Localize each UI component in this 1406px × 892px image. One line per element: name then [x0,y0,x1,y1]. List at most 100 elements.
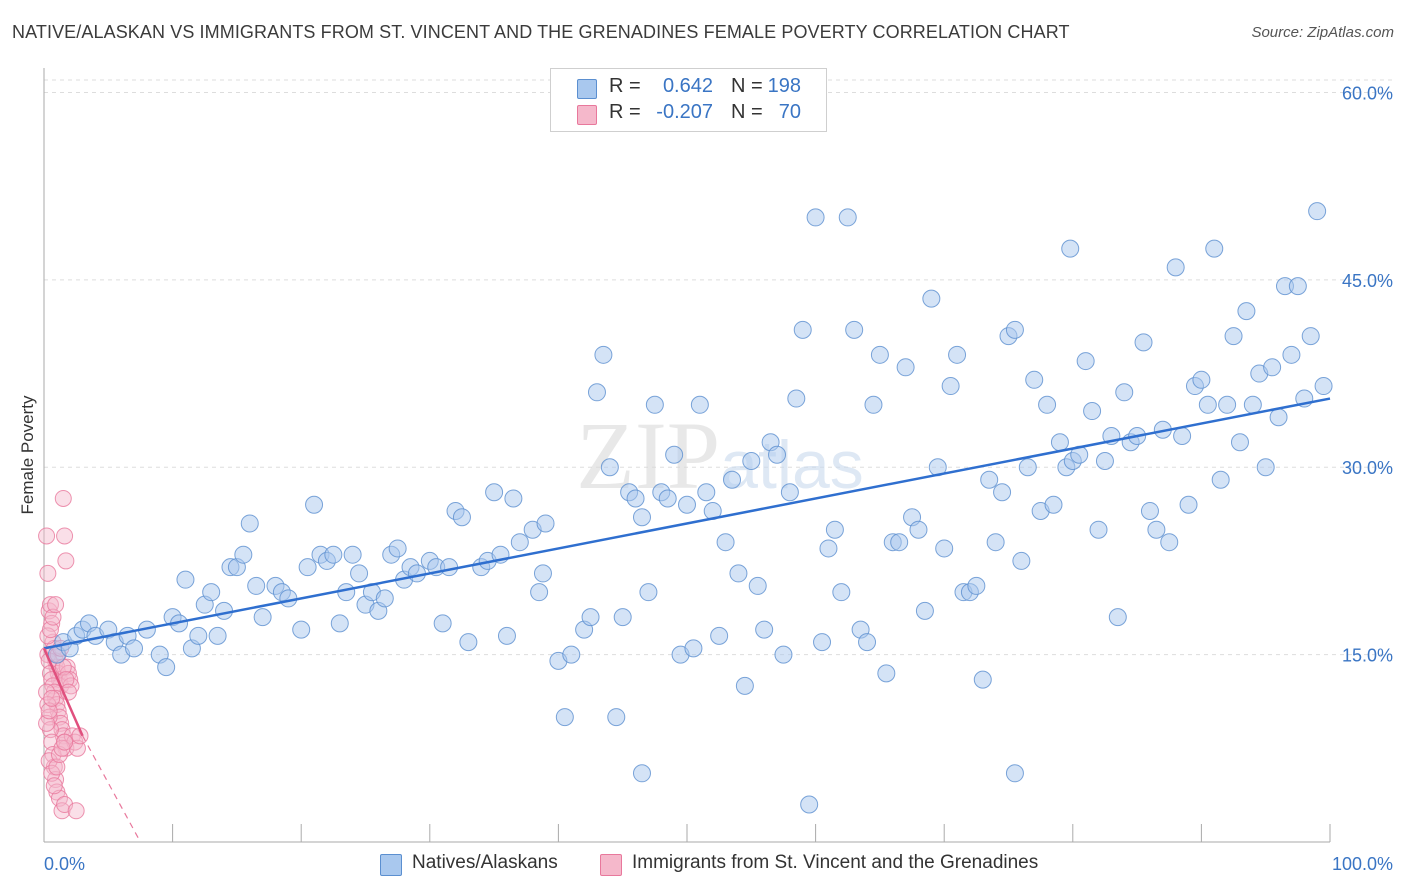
data-point-natives [433,614,452,633]
data-point-natives [1038,395,1057,414]
data-point-natives [832,583,851,602]
data-point-immigrants [41,596,59,614]
data-point-natives [1005,320,1024,339]
grid-lines [44,79,1392,656]
data-point-natives [948,345,967,364]
data-point-natives [723,470,742,489]
watermark: ZIPatlas [576,402,864,509]
data-point-natives [1083,402,1102,421]
data-point-natives [639,583,658,602]
data-point-natives [915,601,934,620]
data-point-natives [330,614,349,633]
data-point-natives [1288,277,1307,296]
trend-lines [42,397,1331,843]
data-point-natives [774,645,793,664]
data-point-natives [645,395,664,414]
data-point-natives [215,601,234,620]
x-tick-label: 0.0% [44,854,85,874]
data-point-natives [189,626,208,645]
data-point-natives [530,583,549,602]
data-point-natives [1192,370,1211,389]
data-point-natives [825,520,844,539]
data-point-immigrants [38,527,56,545]
data-point-natives [1095,452,1114,470]
data-point-natives [485,483,504,502]
data-point-immigrants [39,564,57,582]
data-point-natives [533,564,552,583]
data-point-natives [600,458,619,477]
data-point-natives [1256,458,1275,477]
data-point-natives [1061,239,1080,258]
data-point-natives [787,389,806,408]
data-point-natives [1211,470,1230,489]
data-point-natives [632,508,651,527]
data-point-natives [1308,202,1327,221]
data-point-natives [1224,327,1243,346]
data-point-natives [986,533,1005,552]
data-point-natives [1282,345,1301,364]
data-point-immigrants [43,689,61,707]
source-label: Source: ZipAtlas.com [1251,24,1394,41]
data-point-natives [253,608,272,627]
data-point-natives [375,589,394,608]
y-axis-label: Female Poverty [18,395,37,515]
legend-n-value-immigrants: 70 [778,101,801,123]
data-point-natives [247,576,266,595]
data-point-natives [1173,427,1192,446]
data-point-natives [1314,377,1333,396]
data-point-natives [504,489,523,508]
data-point-natives [922,289,941,308]
data-point-immigrants [38,714,56,732]
y-tick-label: 60.0% [1342,83,1393,103]
data-point-natives [1269,408,1288,427]
data-point-immigrants [56,527,74,545]
legend-n-value-natives: 198 [767,75,801,97]
data-point-natives [697,483,716,502]
data-point-immigrants [56,733,74,751]
data-point-natives [125,639,144,658]
legend-r-value-immigrants: -0.207 [656,101,713,123]
data-point-natives [1108,608,1127,627]
data-point-natives [1179,495,1198,514]
data-point-natives [1230,433,1249,452]
data-point-natives [800,795,819,814]
data-point-natives [581,608,600,627]
data-point-natives [748,576,767,595]
data-point-natives [1018,458,1037,477]
data-point-natives [562,645,581,664]
data-point-natives [1134,333,1153,352]
data-point-natives [510,533,529,552]
data-point-natives [813,633,832,652]
data-point-natives [1044,495,1063,514]
data-point-natives [710,626,729,645]
data-point-natives [1198,395,1217,414]
data-point-natives [735,676,754,695]
data-point-natives [838,208,857,227]
data-point-natives [806,208,825,227]
data-point-immigrants [41,621,59,639]
data-point-natives [909,520,928,539]
data-point-immigrants [48,758,66,776]
data-point-immigrants [47,596,65,614]
data-point-immigrants [45,777,63,795]
data-point-natives [1160,533,1179,552]
x-tick-label: 100.0% [1332,854,1393,874]
data-point-natives [459,633,478,652]
data-point-natives [864,395,883,414]
data-point-natives [452,508,471,527]
data-point-immigrants [57,552,75,570]
data-point-natives [407,564,426,583]
data-point-natives [1237,302,1256,321]
data-point-natives [536,514,555,533]
y-tick-label: 30.0% [1342,458,1393,478]
correlation-legend: R = 0.642 N = 198 R = -0.207 N = 70 [550,68,827,132]
data-point-natives [1076,352,1095,371]
data-point-natives [967,576,986,595]
data-point-natives [845,320,864,339]
data-point-natives [497,626,516,645]
data-point-natives [941,377,960,396]
data-point-natives [1243,395,1262,414]
data-point-natives [176,570,195,589]
data-point-immigrants [58,658,76,676]
data-point-natives [1140,501,1159,520]
